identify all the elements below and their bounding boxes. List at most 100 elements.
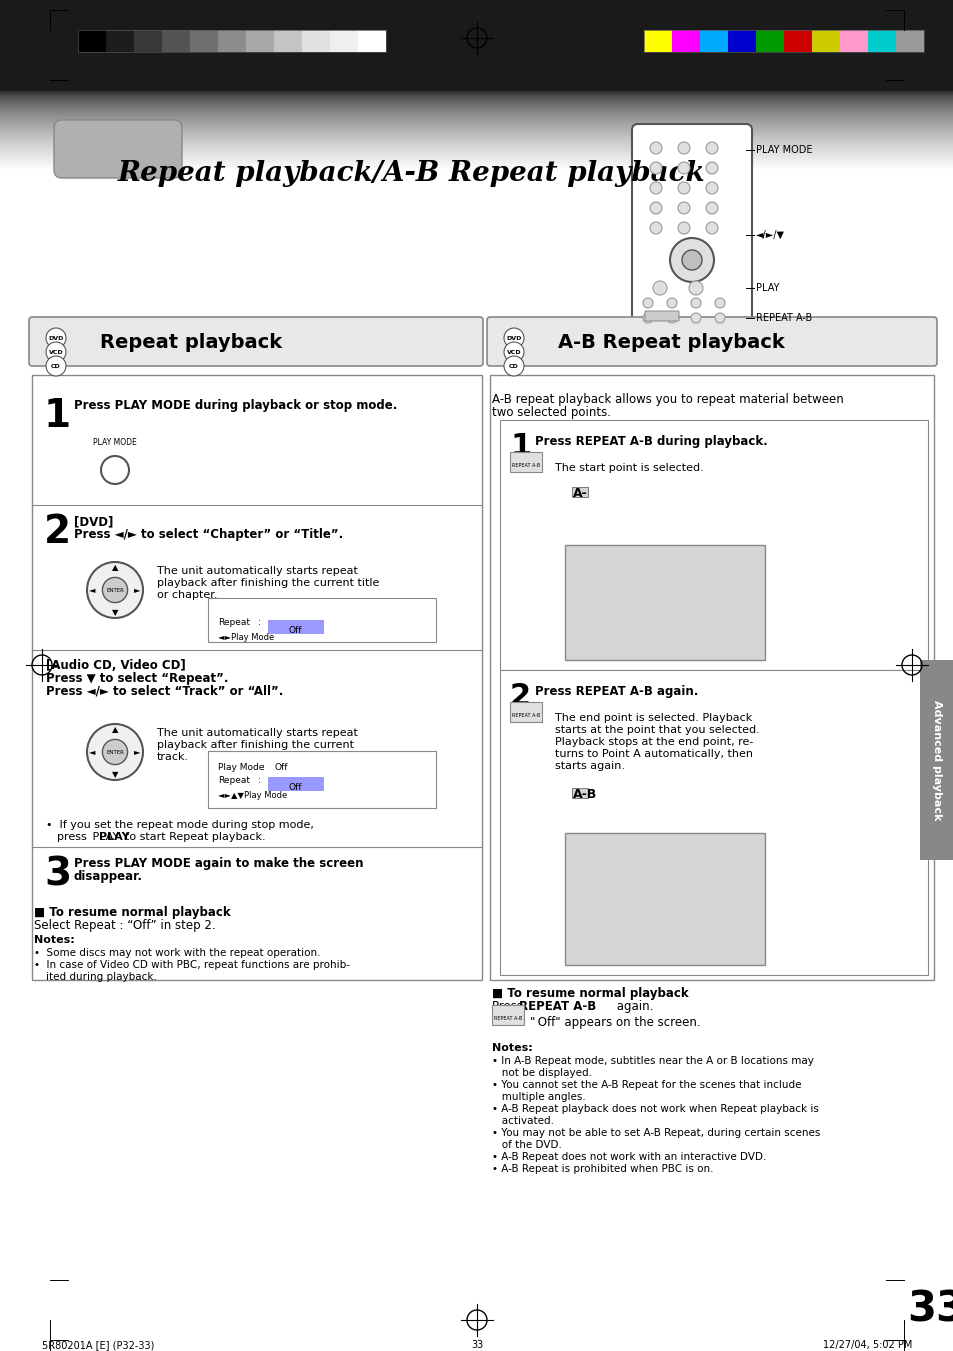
Bar bbox=[564, 544, 764, 661]
Circle shape bbox=[666, 313, 677, 323]
Bar bbox=[190, 30, 218, 51]
Text: Repeat: Repeat bbox=[218, 617, 250, 627]
Circle shape bbox=[503, 357, 523, 376]
Text: ■ To resume normal playback: ■ To resume normal playback bbox=[34, 907, 231, 919]
Bar bbox=[302, 30, 330, 51]
Text: ◄/►/▼: ◄/►/▼ bbox=[755, 230, 784, 240]
Circle shape bbox=[102, 739, 128, 765]
Text: starts at the point that you selected.: starts at the point that you selected. bbox=[555, 725, 759, 735]
Text: again.: again. bbox=[613, 1000, 653, 1013]
Text: A-B Repeat playback: A-B Repeat playback bbox=[558, 334, 784, 353]
Text: ►: ► bbox=[134, 585, 140, 594]
Text: PLAY: PLAY bbox=[99, 832, 130, 842]
Text: ▲: ▲ bbox=[112, 563, 118, 571]
Text: ◄►▲▼Play Mode: ◄►▲▼Play Mode bbox=[218, 790, 287, 800]
Text: Off: Off bbox=[288, 626, 301, 635]
Bar bbox=[208, 751, 436, 808]
Bar bbox=[755, 30, 783, 51]
Text: PLAY: PLAY bbox=[755, 282, 779, 293]
Text: PLAY MODE: PLAY MODE bbox=[755, 145, 812, 155]
Bar bbox=[700, 30, 727, 51]
Circle shape bbox=[681, 250, 701, 270]
Text: The unit automatically starts repeat: The unit automatically starts repeat bbox=[157, 728, 357, 738]
Text: 2: 2 bbox=[510, 682, 531, 711]
Text: not be displayed.: not be displayed. bbox=[492, 1069, 592, 1078]
Bar bbox=[0, 0, 953, 91]
Bar bbox=[208, 598, 436, 642]
Text: :: : bbox=[257, 617, 260, 627]
Text: :: : bbox=[257, 775, 260, 785]
Text: REPEAT A-B: REPEAT A-B bbox=[494, 1016, 521, 1021]
Text: Notes:: Notes: bbox=[492, 1043, 532, 1052]
Text: playback after finishing the current title: playback after finishing the current tit… bbox=[157, 578, 379, 588]
Text: DVD: DVD bbox=[506, 335, 521, 340]
Text: • You may not be able to set A-B Repeat, during certain scenes: • You may not be able to set A-B Repeat,… bbox=[492, 1128, 820, 1138]
Bar bbox=[572, 788, 587, 798]
Text: Press REPEAT A-B again.: Press REPEAT A-B again. bbox=[535, 685, 698, 698]
Text: [Audio CD, Video CD]: [Audio CD, Video CD] bbox=[46, 659, 186, 671]
Text: Press PLAY MODE during playback or stop mode.: Press PLAY MODE during playback or stop … bbox=[74, 399, 397, 412]
Circle shape bbox=[649, 222, 661, 234]
Circle shape bbox=[649, 182, 661, 195]
Text: 3: 3 bbox=[44, 855, 71, 893]
Bar bbox=[643, 30, 671, 51]
Circle shape bbox=[46, 328, 66, 349]
Text: 33: 33 bbox=[906, 1288, 953, 1329]
Circle shape bbox=[690, 313, 700, 323]
Circle shape bbox=[102, 577, 128, 603]
Bar bbox=[218, 30, 246, 51]
Text: •  Some discs may not work with the repeat operation.: • Some discs may not work with the repea… bbox=[34, 948, 320, 958]
Bar bbox=[133, 30, 162, 51]
Text: ▼: ▼ bbox=[112, 608, 118, 617]
Text: REPEAT A-B: REPEAT A-B bbox=[512, 713, 539, 717]
Text: REPEAT A-B: REPEAT A-B bbox=[518, 1000, 596, 1013]
Text: 12/27/04, 5:02 PM: 12/27/04, 5:02 PM bbox=[821, 1340, 911, 1350]
Text: Notes:: Notes: bbox=[34, 935, 74, 944]
FancyBboxPatch shape bbox=[486, 317, 936, 366]
Bar bbox=[490, 376, 933, 979]
Text: REPEAT A-B: REPEAT A-B bbox=[512, 463, 539, 467]
Bar bbox=[357, 30, 386, 51]
Bar bbox=[274, 30, 302, 51]
Text: activated.: activated. bbox=[492, 1116, 554, 1125]
Text: Repeat playback: Repeat playback bbox=[100, 334, 282, 353]
Text: • A-B Repeat is prohibited when PBC is on.: • A-B Repeat is prohibited when PBC is o… bbox=[492, 1165, 713, 1174]
Circle shape bbox=[666, 299, 677, 308]
Bar bbox=[78, 30, 386, 51]
Text: Play Mode: Play Mode bbox=[218, 763, 264, 771]
Circle shape bbox=[649, 142, 661, 154]
Text: :: : bbox=[262, 763, 265, 771]
Text: ◄: ◄ bbox=[90, 747, 95, 757]
Circle shape bbox=[714, 313, 724, 323]
Text: " Off" appears on the screen.: " Off" appears on the screen. bbox=[530, 1016, 700, 1029]
Circle shape bbox=[705, 182, 718, 195]
Bar bbox=[510, 703, 541, 721]
Circle shape bbox=[649, 203, 661, 213]
Text: ENTER: ENTER bbox=[106, 750, 124, 754]
Bar bbox=[572, 486, 587, 497]
Text: VCD: VCD bbox=[49, 350, 63, 354]
Text: starts again.: starts again. bbox=[555, 761, 624, 771]
Text: two selected points.: two selected points. bbox=[492, 407, 610, 419]
Bar bbox=[268, 620, 324, 634]
Text: ◄►Play Mode: ◄►Play Mode bbox=[218, 634, 274, 642]
Text: • A-B Repeat does not work with an interactive DVD.: • A-B Repeat does not work with an inter… bbox=[492, 1152, 765, 1162]
Text: 5R80201A [E] (P32-33): 5R80201A [E] (P32-33) bbox=[42, 1340, 154, 1350]
Text: The start point is selected.: The start point is selected. bbox=[555, 463, 703, 473]
Text: A-B: A-B bbox=[573, 788, 597, 801]
FancyBboxPatch shape bbox=[644, 311, 679, 322]
Circle shape bbox=[678, 222, 689, 234]
Bar bbox=[268, 777, 324, 790]
Bar bbox=[330, 30, 357, 51]
Text: 1: 1 bbox=[510, 432, 531, 461]
Text: A-B repeat playback allows you to repeat material between: A-B repeat playback allows you to repeat… bbox=[492, 393, 842, 407]
Circle shape bbox=[503, 342, 523, 362]
Bar bbox=[492, 1005, 523, 1025]
Bar bbox=[919, 661, 953, 861]
Circle shape bbox=[705, 162, 718, 174]
Text: A-: A- bbox=[573, 486, 587, 500]
Text: Press REPEAT A-B during playback.: Press REPEAT A-B during playback. bbox=[535, 435, 767, 449]
Circle shape bbox=[101, 457, 129, 484]
Text: •  In case of Video CD with PBC, repeat functions are prohib-: • In case of Video CD with PBC, repeat f… bbox=[34, 961, 350, 970]
Circle shape bbox=[678, 142, 689, 154]
